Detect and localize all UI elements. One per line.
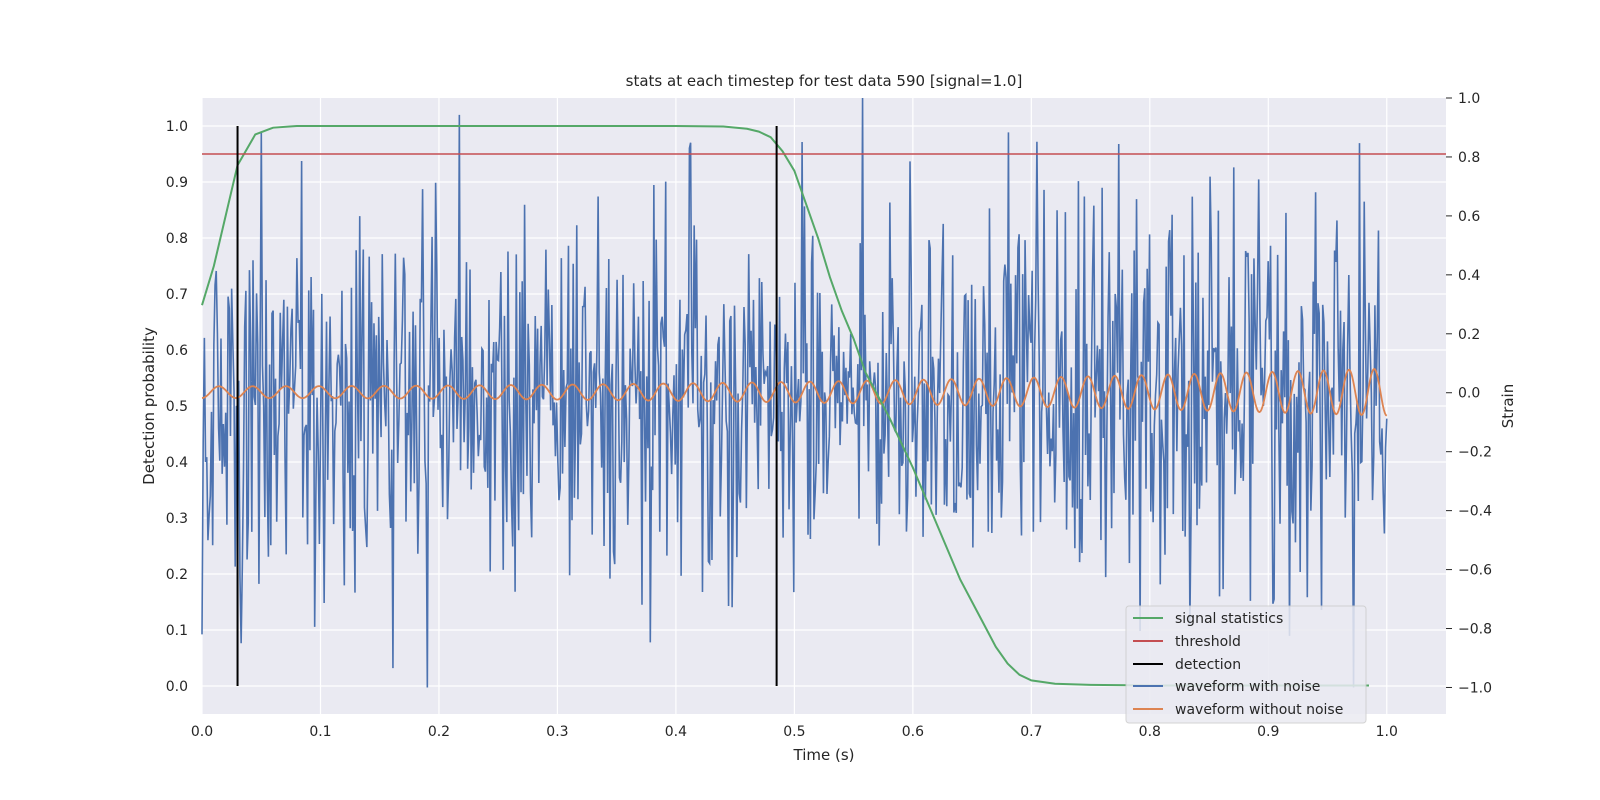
y-tick-label: 0.3 <box>166 511 188 527</box>
x-tick-label: 0.2 <box>428 724 450 740</box>
y2-tick-label: 0.4 <box>1458 268 1480 284</box>
series-waveform-without-noise <box>201 367 1388 417</box>
x-tick-label: 0.6 <box>902 724 924 740</box>
y-tick-label: 0.5 <box>166 399 188 415</box>
y-tick-label: 0.2 <box>166 567 188 583</box>
legend-item-waveform-with-noise: waveform with noise <box>1133 679 1320 695</box>
y-axis-ticks: 0.0 0.1 0.2 0.3 0.4 0.5 0.6 0.7 0.8 0.9 1.0 <box>166 119 188 695</box>
x-tick-label: 0.7 <box>1020 724 1042 740</box>
y2-tick-label: 0.2 <box>1458 327 1480 343</box>
x-tick-label: 0.5 <box>783 724 805 740</box>
y2-tick-label: −0.4 <box>1458 504 1492 520</box>
y2-tick-label: 1.0 <box>1458 91 1480 107</box>
y-tick-label: 0.8 <box>166 231 188 247</box>
series-waveform-with-noise <box>201 97 1388 688</box>
y-tick-label: 1.0 <box>166 119 188 135</box>
y2-tick-label: −0.8 <box>1458 622 1492 638</box>
legend-label-signal: signal statistics <box>1175 611 1283 627</box>
legend-label-clean: waveform without noise <box>1175 702 1343 718</box>
line-waveform-without-noise <box>201 367 1388 417</box>
x-tick-label: 0.9 <box>1257 724 1279 740</box>
x-tick-label: 0.0 <box>191 724 213 740</box>
legend-label-noisy: waveform with noise <box>1175 679 1320 695</box>
y-tick-label: 0.1 <box>166 623 188 639</box>
y2-tick-label: 0.0 <box>1458 386 1480 402</box>
y-tick-label: 0.6 <box>166 343 188 359</box>
y-tick-label: 0.0 <box>166 679 188 695</box>
x-axis-ticks: 0.0 0.1 0.2 0.3 0.4 0.5 0.6 0.7 0.8 0.9 1.0 <box>191 724 1398 740</box>
y2-tick-label: −0.2 <box>1458 445 1492 461</box>
chart-title: stats at each timestep for test data 590… <box>626 72 1023 90</box>
x-tick-label: 0.3 <box>546 724 568 740</box>
y-tick-label: 0.7 <box>166 287 188 303</box>
legend-label-detection: detection <box>1175 657 1241 673</box>
line-signal-statistics <box>201 125 1369 687</box>
legend: signal statistics threshold detection wa… <box>1125 605 1367 724</box>
line-waveform-with-noise <box>201 97 1388 688</box>
legend-label-threshold: threshold <box>1175 634 1241 650</box>
y2-tick-label: −1.0 <box>1458 680 1492 696</box>
x-tick-label: 0.4 <box>665 724 687 740</box>
y2-axis-label: Strain <box>1499 384 1517 428</box>
legend-item-signal-statistics: signal statistics <box>1133 611 1283 627</box>
legend-box <box>1125 605 1367 724</box>
series-signal-statistics <box>201 125 1369 687</box>
series-detection <box>236 126 778 686</box>
x-tick-label: 0.1 <box>309 724 331 740</box>
legend-item-detection: detection <box>1133 657 1241 673</box>
y2-tick-label: 0.8 <box>1458 150 1480 166</box>
y2-tick-label: −0.6 <box>1458 563 1492 579</box>
y-axis-label: Detection probability <box>140 327 158 485</box>
legend-item-threshold: threshold <box>1133 634 1241 650</box>
x-tick-label: 1.0 <box>1376 724 1398 740</box>
y-tick-label: 0.4 <box>166 455 188 471</box>
x-tick-label: 0.8 <box>1139 724 1161 740</box>
x-axis-label: Time (s) <box>793 746 855 764</box>
legend-item-waveform-without-noise: waveform without noise <box>1133 702 1343 718</box>
y2-tick-label: 0.6 <box>1458 209 1480 225</box>
y-tick-label: 0.9 <box>166 175 188 191</box>
y2-axis-ticks: −1.0 −0.8 −0.6 −0.4 −0.2 0.0 0.2 0.4 0.6 0.8 1.0 <box>1446 91 1492 696</box>
